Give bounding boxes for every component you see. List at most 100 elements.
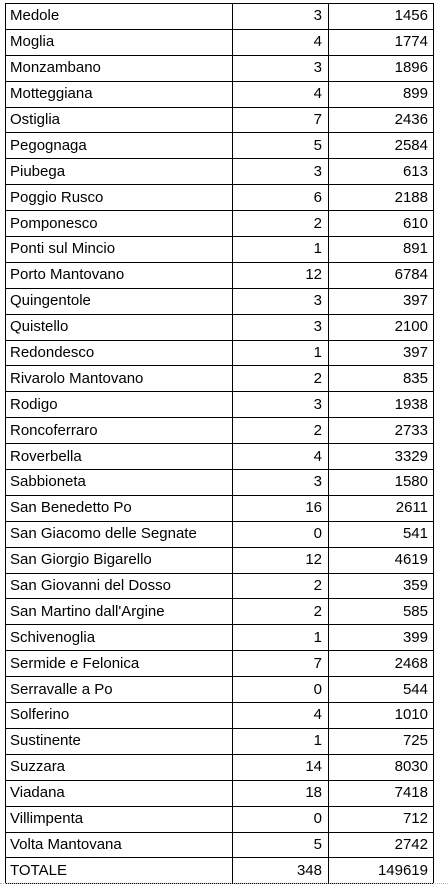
- value-cell: 1938: [328, 391, 434, 419]
- value-cell: 3329: [328, 443, 434, 471]
- count-cell: 5: [232, 132, 329, 160]
- table-row: Viadana 18 7418: [5, 779, 434, 807]
- municipality-cell: Serravalle a Po: [5, 676, 233, 704]
- municipality-cell: Medole: [5, 3, 233, 30]
- count-cell: 2: [232, 598, 329, 626]
- count-cell: 12: [232, 261, 329, 289]
- count-cell: 3: [232, 287, 329, 315]
- table-row: Sabbioneta 3 1580: [5, 469, 434, 496]
- count-cell: 3: [232, 158, 329, 186]
- value-cell: 1456: [328, 3, 434, 30]
- count-cell: 5: [232, 831, 329, 859]
- page-break-line: [0, 883, 448, 884]
- value-cell: 1896: [328, 54, 434, 82]
- count-cell: 4: [232, 80, 329, 108]
- count-cell: 3: [232, 469, 329, 496]
- count-cell: 0: [232, 805, 329, 833]
- value-cell: 1774: [328, 28, 434, 56]
- municipality-cell: San Giorgio Bigarello: [5, 546, 233, 574]
- count-cell: 12: [232, 546, 329, 574]
- municipality-cell: Pomponesco: [5, 210, 233, 238]
- table-row: Medole 3 1456: [5, 3, 434, 30]
- table-row: Rodigo 3 1938: [5, 391, 434, 419]
- value-cell: 397: [328, 339, 434, 367]
- municipality-cell: Roncoferraro: [5, 417, 233, 445]
- municipality-cell: Redondesco: [5, 339, 233, 367]
- value-cell: 1580: [328, 469, 434, 496]
- table-row: Schivenoglia 1 399: [5, 624, 434, 652]
- count-cell: 16: [232, 494, 329, 522]
- municipality-cell: San Martino dall'Argine: [5, 598, 233, 626]
- table-row: Monzambano 3 1896: [5, 54, 434, 82]
- count-cell: 3: [232, 391, 329, 419]
- count-cell: 0: [232, 676, 329, 704]
- value-cell: 2468: [328, 650, 434, 678]
- value-cell: 2611: [328, 494, 434, 522]
- table-body: Medole 3 1456 Moglia 4 1774 Monzambano 3 1896 Mot…: [5, 3, 434, 885]
- table-row: San Giovanni del Dosso 2 359: [5, 572, 434, 600]
- municipality-cell: Motteggiana: [5, 80, 233, 108]
- municipality-cell: Suzzara: [5, 753, 233, 781]
- table-row: Poggio Rusco 6 2188: [5, 184, 434, 212]
- value-cell: 899: [328, 80, 434, 108]
- value-cell: 725: [328, 727, 434, 755]
- municipality-cell: Rivarolo Mantovano: [5, 365, 233, 393]
- value-cell: 2188: [328, 184, 434, 212]
- municipality-cell: Sabbioneta: [5, 469, 233, 496]
- value-cell: 610: [328, 210, 434, 238]
- value-cell: 585: [328, 598, 434, 626]
- data-table: Medole 3 1456 Moglia 4 1774 Monzambano 3 1896 Mot…: [5, 3, 434, 885]
- count-cell: 1: [232, 727, 329, 755]
- municipality-cell: Sustinente: [5, 727, 233, 755]
- count-cell: 3: [232, 3, 329, 30]
- table-row: Sustinente 1 725: [5, 727, 434, 755]
- municipality-cell: Roverbella: [5, 443, 233, 471]
- value-cell: 613: [328, 158, 434, 186]
- table-row: Serravalle a Po 0 544: [5, 676, 434, 704]
- table-row: San Giacomo delle Segnate 0 541: [5, 520, 434, 548]
- count-cell: 2: [232, 365, 329, 393]
- count-cell: 18: [232, 779, 329, 807]
- count-cell: 4: [232, 28, 329, 56]
- table-row: Rivarolo Mantovano 2 835: [5, 365, 434, 393]
- count-cell: 4: [232, 443, 329, 471]
- count-cell: 348: [232, 857, 329, 885]
- value-cell: 4619: [328, 546, 434, 574]
- table-row: San Benedetto Po 16 2611: [5, 494, 434, 522]
- value-cell: 8030: [328, 753, 434, 781]
- count-cell: 3: [232, 54, 329, 82]
- total-row: TOTALE 348 149619: [5, 857, 434, 885]
- count-cell: 2: [232, 417, 329, 445]
- table-row: Motteggiana 4 899: [5, 80, 434, 108]
- count-cell: 2: [232, 572, 329, 600]
- count-cell: 1: [232, 624, 329, 652]
- table-row: Volta Mantovana 5 2742: [5, 831, 434, 859]
- value-cell: 2584: [328, 132, 434, 160]
- table-row: San Martino dall'Argine 2 585: [5, 598, 434, 626]
- municipality-cell: Rodigo: [5, 391, 233, 419]
- table-row: Solferino 4 1010: [5, 702, 434, 729]
- table-row: Redondesco 1 397: [5, 339, 434, 367]
- table-row: Quingentole 3 397: [5, 287, 434, 315]
- table-row: Porto Mantovano 12 6784: [5, 261, 434, 289]
- municipality-cell: San Giacomo delle Segnate: [5, 520, 233, 548]
- municipality-cell: Viadana: [5, 779, 233, 807]
- count-cell: 6: [232, 184, 329, 212]
- value-cell: 399: [328, 624, 434, 652]
- municipality-cell: Ponti sul Mincio: [5, 236, 233, 263]
- municipality-cell: Pegognaga: [5, 132, 233, 160]
- count-cell: 14: [232, 753, 329, 781]
- municipality-cell: Sermide e Felonica: [5, 650, 233, 678]
- municipality-cell: Solferino: [5, 702, 233, 729]
- value-cell: 359: [328, 572, 434, 600]
- value-cell: 397: [328, 287, 434, 315]
- table-row: Sermide e Felonica 7 2468: [5, 650, 434, 678]
- count-cell: 2: [232, 210, 329, 238]
- value-cell: 544: [328, 676, 434, 704]
- municipality-cell: Villimpenta: [5, 805, 233, 833]
- municipality-cell: San Giovanni del Dosso: [5, 572, 233, 600]
- table-row: Ponti sul Mincio 1 891: [5, 236, 434, 263]
- table-row: San Giorgio Bigarello 12 4619: [5, 546, 434, 574]
- municipality-cell: Quingentole: [5, 287, 233, 315]
- value-cell: 2100: [328, 313, 434, 341]
